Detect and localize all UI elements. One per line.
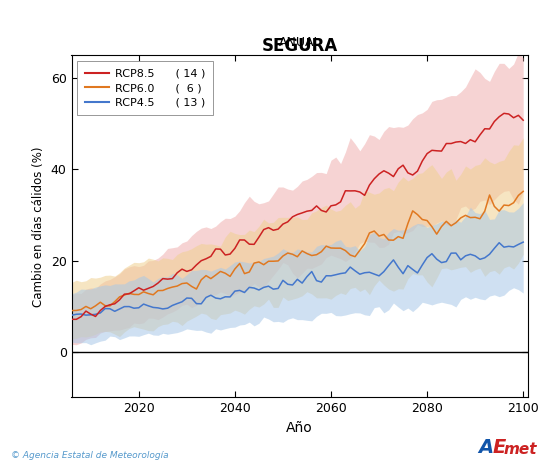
X-axis label: Año: Año — [287, 421, 313, 435]
Y-axis label: Cambio en días cálidos (%): Cambio en días cálidos (%) — [32, 146, 45, 307]
Title: SEGURA: SEGURA — [262, 37, 338, 55]
Legend: RCP8.5      ( 14 ), RCP6.0      (  6 ), RCP4.5      ( 13 ): RCP8.5 ( 14 ), RCP6.0 ( 6 ), RCP4.5 ( 13… — [77, 61, 213, 116]
Text: A: A — [478, 438, 494, 457]
Text: met: met — [504, 443, 537, 457]
Text: © Agencia Estatal de Meteorología: © Agencia Estatal de Meteorología — [11, 451, 169, 460]
Text: E: E — [492, 438, 505, 457]
Text: ANUAL: ANUAL — [278, 36, 321, 49]
